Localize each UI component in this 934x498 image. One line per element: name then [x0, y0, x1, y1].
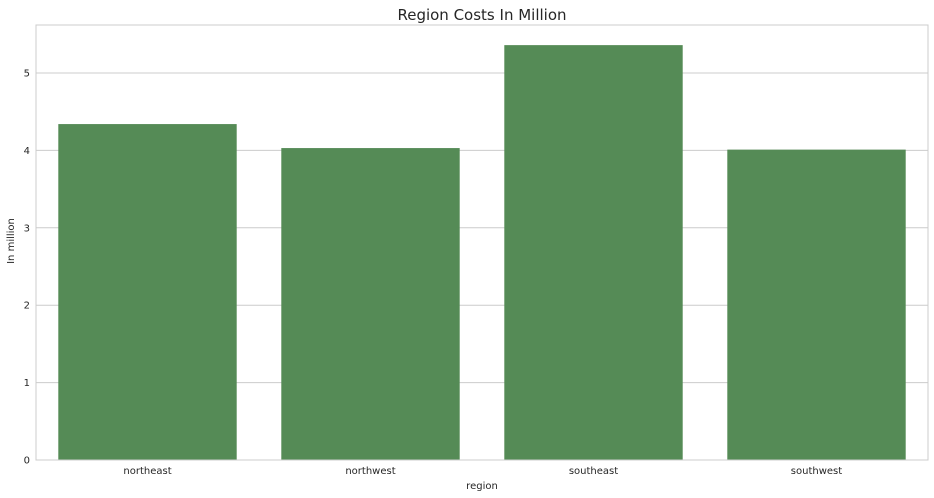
y-axis-title: In million	[6, 218, 17, 264]
y-tick-label: 0	[24, 456, 30, 467]
bars	[58, 45, 906, 461]
y-tick-label: 2	[24, 301, 30, 312]
y-tick-label: 4	[24, 146, 30, 157]
y-tick-label: 3	[24, 223, 30, 234]
x-tick-labels: northeast northwest southeast southwest	[123, 466, 842, 477]
x-axis-title: region	[466, 481, 498, 492]
chart-title: Region Costs In Million	[397, 6, 566, 24]
x-tick-label: southwest	[791, 466, 842, 477]
x-tick-label: northeast	[123, 466, 171, 477]
x-tick-label: southeast	[569, 466, 618, 477]
plot-frame	[35, 24, 929, 461]
y-tick-labels: 0 1 2 3 4 5	[24, 68, 30, 466]
bar-southeast	[504, 45, 683, 461]
bar-southwest	[727, 149, 906, 460]
y-tick-label: 1	[24, 378, 30, 389]
bar-northeast	[58, 124, 237, 460]
x-tick-label: northwest	[345, 466, 395, 477]
bar-northwest	[281, 148, 460, 460]
y-tick-label: 5	[24, 68, 30, 79]
